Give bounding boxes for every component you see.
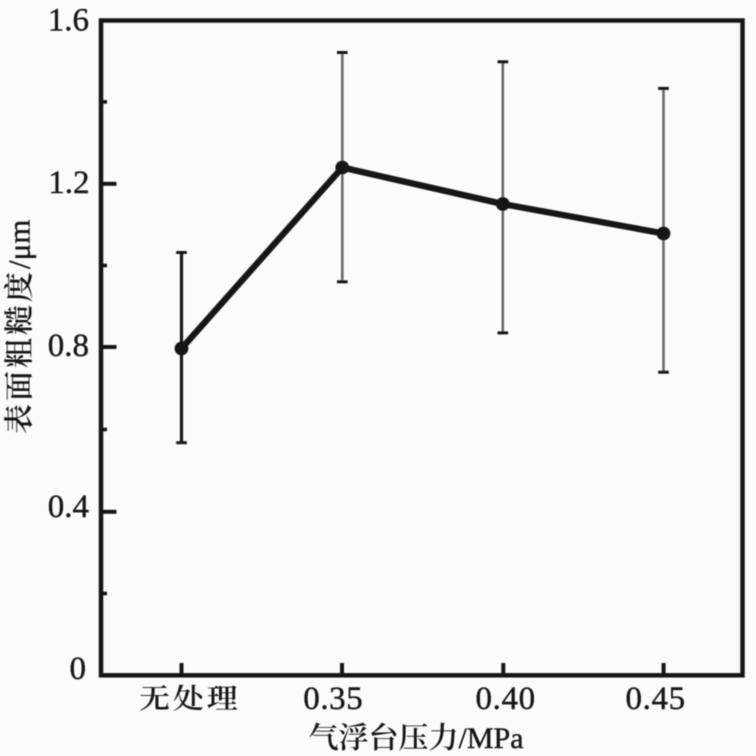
svg-text:/MPa: /MPa bbox=[459, 722, 524, 755]
svg-text:/μm: /μm bbox=[2, 220, 37, 269]
svg-text:1.2: 1.2 bbox=[48, 165, 89, 201]
svg-text:0.45: 0.45 bbox=[626, 681, 686, 717]
svg-text:0.40: 0.40 bbox=[476, 681, 536, 717]
svg-text:0.4: 0.4 bbox=[48, 489, 89, 525]
svg-text:0.35: 0.35 bbox=[303, 681, 363, 717]
svg-text:0.8: 0.8 bbox=[48, 328, 89, 364]
svg-text:1.6: 1.6 bbox=[48, 3, 89, 39]
svg-text:0: 0 bbox=[70, 651, 87, 687]
